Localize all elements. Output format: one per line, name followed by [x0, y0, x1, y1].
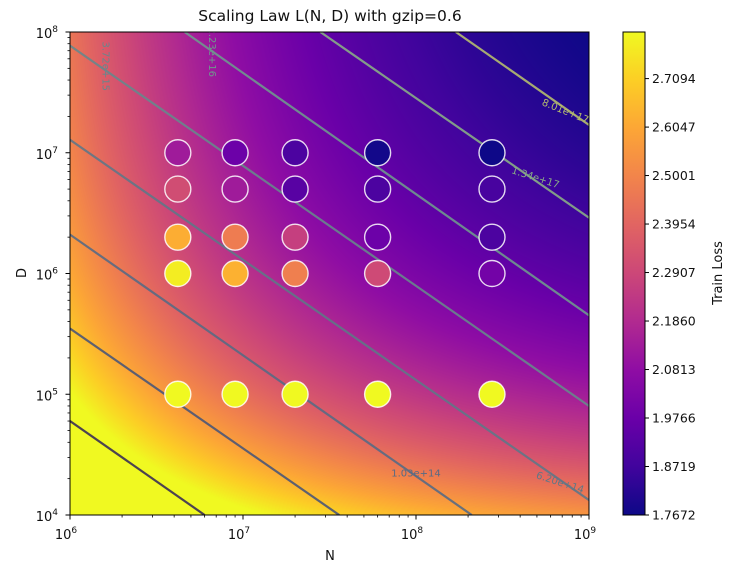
scatter-point: [478, 139, 506, 167]
y-tick-label: 104: [36, 508, 59, 525]
y-tick-label: 107: [36, 146, 58, 163]
colorbar-tick-label: 2.2907: [652, 265, 696, 280]
colorbar-tick-label: 2.1860: [652, 314, 696, 329]
scatter-point: [363, 175, 392, 203]
scatter-point: [363, 223, 392, 251]
x-tick-label: 107: [228, 526, 250, 543]
contour-lines: 1.03e+14 6.20e+14 3.72e+15 2.23e+16 1.34e+17…: [70, 27, 590, 515]
y-tick-label: 106: [36, 267, 59, 284]
colorbar-tick-label: 1.7672: [652, 508, 696, 523]
scatter-point: [281, 175, 309, 203]
contour-label: 1.03e+14: [391, 469, 441, 480]
contour-line: [319, 32, 589, 219]
colorbar-tick-label: 2.7094: [652, 71, 696, 86]
contour-label: 2.23e+16: [206, 27, 217, 77]
x-axis-label: N: [325, 549, 335, 564]
scatter-point: [164, 175, 192, 203]
scatter-point: [363, 259, 392, 288]
scatter-point: [478, 380, 506, 408]
scatter-point: [281, 223, 309, 251]
contour-label: 1.34e+17: [510, 165, 561, 191]
y-tick-label: 105: [36, 387, 58, 404]
chart-title: Scaling Law L(N, D) with gzip=0.6: [198, 7, 461, 25]
colorbar-label: Train Loss: [711, 241, 726, 306]
scatter-point: [478, 175, 506, 203]
scatter-point: [478, 223, 506, 251]
contour-line: [70, 420, 206, 515]
scatter-point: [281, 259, 309, 288]
colorbar-ticks: 1.7672 1.8719 1.9766 2.0813 2.1860 2.2907 2.39…: [645, 71, 696, 523]
scatter-point: [221, 380, 249, 408]
colorbar-tick-label: 1.8719: [652, 459, 696, 474]
scatter-point: [363, 380, 392, 408]
scatter-point: [164, 139, 192, 167]
contour-line: [184, 32, 589, 317]
colorbar-tick-label: 1.9766: [652, 411, 696, 426]
contour-label: 3.72e+15: [99, 42, 110, 92]
contour-line: [70, 44, 589, 407]
scatter-point: [281, 380, 309, 408]
axes-frame: [69, 31, 590, 516]
x-tick-label: 108: [401, 526, 424, 543]
contour-label: 8.01e+17: [540, 97, 590, 126]
scatter-point: [221, 259, 249, 288]
scatter-point: [164, 223, 192, 251]
scatter-point: [221, 175, 249, 203]
scatter-point: [164, 380, 192, 408]
colorbar-tick-label: 2.0813: [652, 362, 696, 377]
scatter-point: [478, 259, 506, 288]
y-axis-label: D: [15, 268, 30, 278]
scatter-point: [363, 139, 392, 167]
x-tick-label: 106: [55, 526, 78, 543]
scatter-point: [221, 139, 249, 167]
contour-label: 6.20e+14: [535, 470, 586, 496]
colorbar-tick-label: 2.5001: [652, 168, 696, 183]
y-tick-label: 108: [36, 25, 59, 42]
colorbar-tick-label: 2.6047: [652, 120, 696, 135]
scatter-points: [164, 139, 506, 408]
axis-ticks: 106 107 108 109 104 105 106 107 108: [36, 25, 597, 543]
contour-line: [70, 233, 473, 515]
colorbar-tick-label: 2.3954: [652, 217, 696, 232]
x-tick-label: 109: [574, 526, 597, 543]
contour-line: [70, 138, 589, 501]
contour-line: [70, 327, 340, 515]
colorbar: [622, 31, 646, 516]
contour-line: [455, 32, 589, 126]
scatter-point: [221, 223, 249, 251]
scatter-point: [164, 259, 192, 288]
scatter-point: [281, 139, 309, 167]
